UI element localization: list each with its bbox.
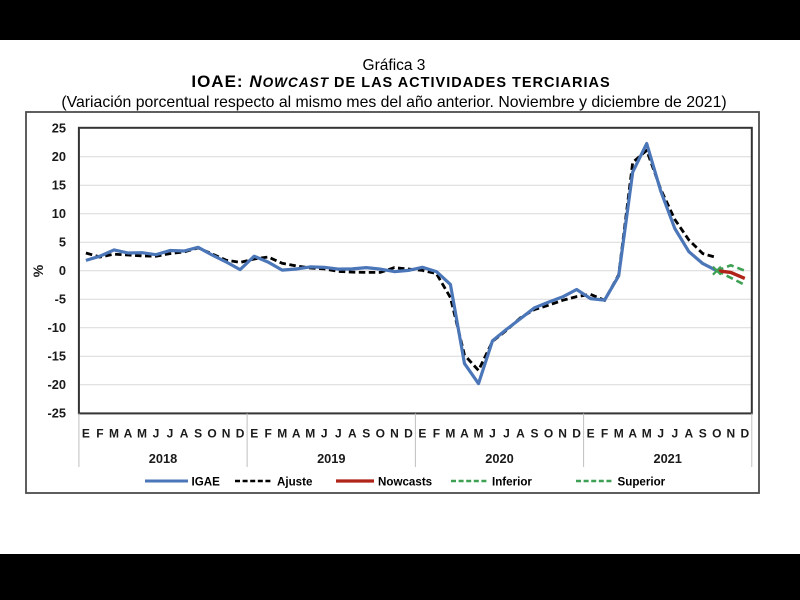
svg-text:-10: -10 [48,320,67,335]
svg-text:5: 5 [59,235,66,250]
svg-text:O: O [712,427,721,441]
svg-text:%: % [30,264,46,277]
svg-text:-20: -20 [48,377,67,392]
svg-text:D: D [740,427,749,441]
svg-text:15: 15 [52,178,66,193]
svg-text:D: D [236,427,245,441]
svg-text:O: O [544,427,553,441]
svg-text:20: 20 [52,149,66,164]
svg-text:N: N [558,427,567,441]
svg-text:2020: 2020 [485,451,513,466]
svg-text:A: A [292,427,301,441]
svg-text:N: N [726,427,735,441]
svg-text:-5: -5 [55,292,66,307]
svg-text:J: J [503,427,510,441]
svg-text:E: E [82,427,90,441]
svg-text:M: M [445,427,455,441]
svg-text:O: O [376,427,385,441]
svg-text:F: F [265,427,272,441]
svg-text:0: 0 [59,263,66,278]
svg-text:J: J [321,427,328,441]
svg-text:-25: -25 [48,406,67,421]
svg-text:Inferior: Inferior [492,476,532,489]
svg-text:S: S [194,427,202,441]
svg-text:A: A [348,427,357,441]
svg-text:F: F [433,427,440,441]
svg-text:Nowcasts: Nowcasts [378,476,432,489]
svg-text:S: S [362,427,370,441]
svg-text:M: M [277,427,287,441]
svg-text:E: E [587,427,595,441]
svg-text:J: J [153,427,160,441]
svg-text:A: A [180,427,189,441]
svg-text:D: D [404,427,413,441]
svg-text:2021: 2021 [653,451,681,466]
svg-text:O: O [207,427,216,441]
svg-text:M: M [109,427,119,441]
svg-text:M: M [305,427,315,441]
svg-text:Superior: Superior [618,476,666,489]
svg-text:D: D [572,427,581,441]
svg-text:N: N [222,427,231,441]
svg-text:Gráfica 3: Gráfica 3 [363,57,426,74]
svg-text:A: A [460,427,469,441]
svg-text:M: M [474,427,484,441]
svg-text:N: N [390,427,399,441]
svg-text:J: J [489,427,496,441]
svg-text:F: F [96,427,103,441]
svg-text:A: A [516,427,525,441]
svg-text:M: M [642,427,652,441]
svg-text:25: 25 [52,121,66,136]
svg-text:-15: -15 [48,349,67,364]
svg-text:IOAE: NOWCAST DE LAS ACTIVIDAD: IOAE: NOWCAST DE LAS ACTIVIDADES TERCIAR… [191,72,610,91]
svg-text:(Variación porcentual respecto: (Variación porcentual respecto al mismo … [61,94,726,111]
svg-text:S: S [699,427,707,441]
svg-text:E: E [418,427,426,441]
svg-text:A: A [628,427,637,441]
svg-text:10: 10 [52,206,66,221]
svg-text:F: F [601,427,608,441]
svg-text:S: S [530,427,538,441]
svg-text:2018: 2018 [149,451,177,466]
svg-text:J: J [335,427,342,441]
svg-text:A: A [124,427,133,441]
svg-text:M: M [614,427,624,441]
svg-text:E: E [250,427,258,441]
svg-text:J: J [167,427,174,441]
svg-text:2019: 2019 [317,451,345,466]
svg-text:A: A [684,427,693,441]
svg-text:J: J [657,427,664,441]
svg-text:Ajuste: Ajuste [277,476,313,489]
svg-text:M: M [137,427,147,441]
svg-text:J: J [671,427,678,441]
svg-text:IGAE: IGAE [192,476,221,489]
